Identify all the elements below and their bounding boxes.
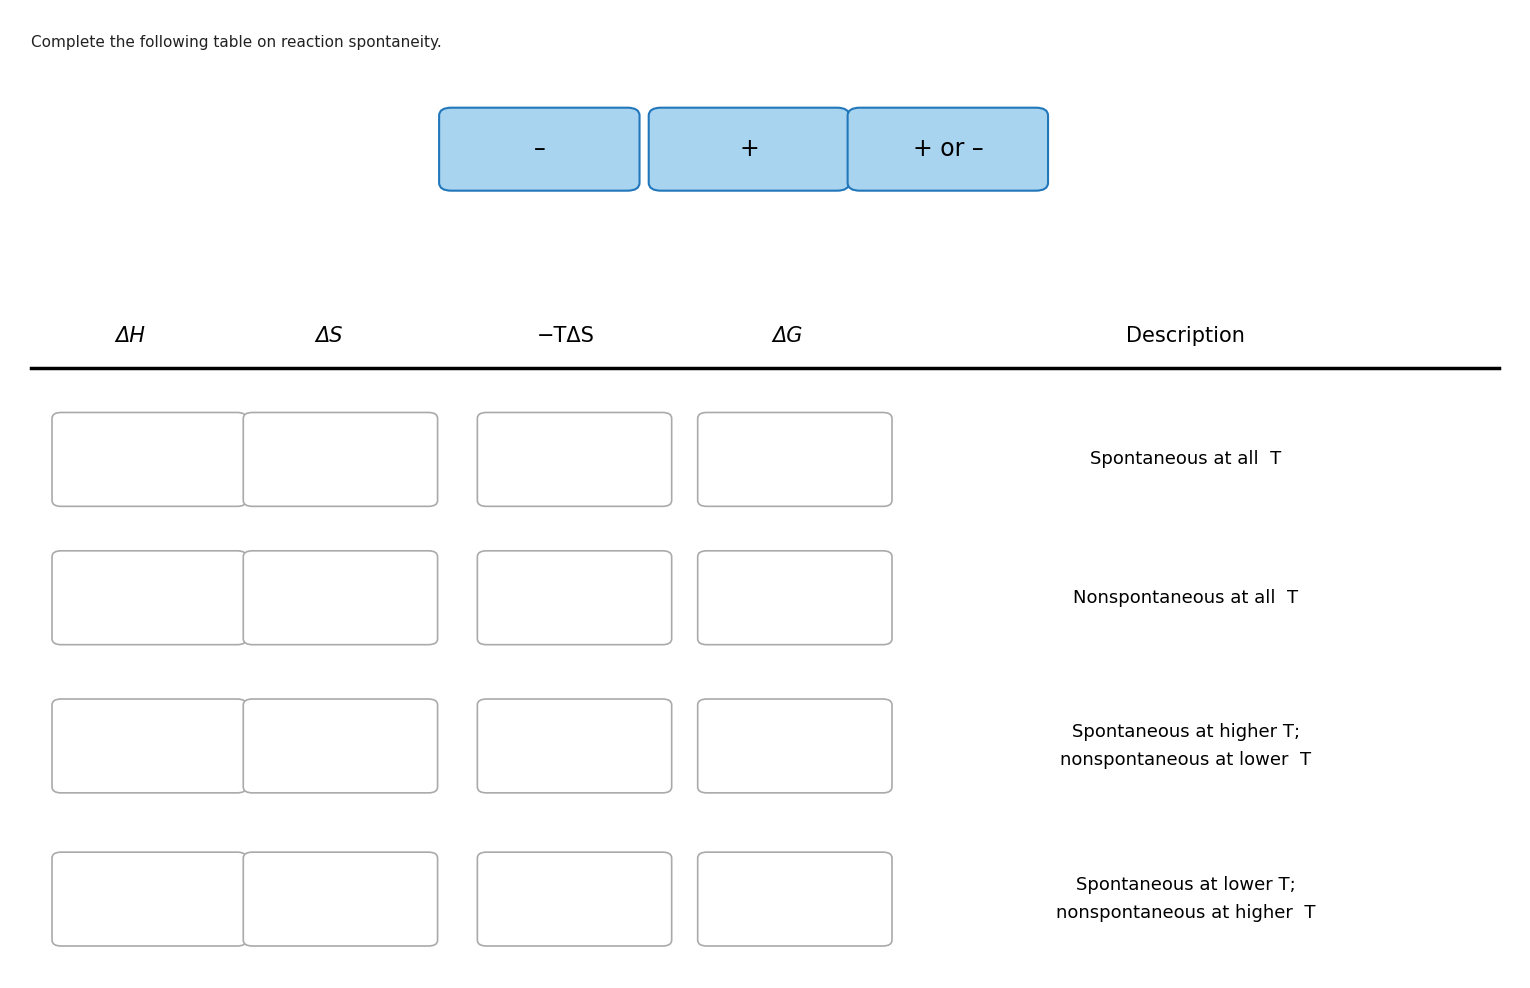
Text: ΔS: ΔS [315, 326, 343, 346]
FancyBboxPatch shape [649, 108, 849, 191]
FancyBboxPatch shape [477, 551, 672, 644]
FancyBboxPatch shape [477, 700, 672, 792]
FancyBboxPatch shape [848, 108, 1048, 191]
Text: Spontaneous at all  T: Spontaneous at all T [1089, 451, 1281, 468]
Text: Nonspontaneous at all  T: Nonspontaneous at all T [1073, 589, 1299, 607]
FancyBboxPatch shape [698, 551, 892, 644]
FancyBboxPatch shape [243, 700, 438, 792]
FancyBboxPatch shape [52, 700, 246, 792]
Text: −TΔS: −TΔS [537, 326, 595, 346]
FancyBboxPatch shape [698, 852, 892, 947]
FancyBboxPatch shape [52, 413, 246, 506]
Text: + or –: + or – [912, 137, 984, 161]
Text: +: + [739, 137, 759, 161]
Text: nonspontaneous at higher  T: nonspontaneous at higher T [1056, 904, 1316, 922]
FancyBboxPatch shape [439, 108, 640, 191]
FancyBboxPatch shape [52, 852, 246, 947]
Text: Spontaneous at higher T;: Spontaneous at higher T; [1071, 723, 1300, 741]
Text: Complete the following table on reaction spontaneity.: Complete the following table on reaction… [31, 35, 441, 49]
FancyBboxPatch shape [698, 700, 892, 792]
FancyBboxPatch shape [698, 413, 892, 506]
FancyBboxPatch shape [243, 551, 438, 644]
FancyBboxPatch shape [477, 852, 672, 947]
Text: –: – [534, 137, 545, 161]
FancyBboxPatch shape [52, 551, 246, 644]
FancyBboxPatch shape [477, 413, 672, 506]
Text: ΔG: ΔG [773, 326, 803, 346]
Text: Spontaneous at lower T;: Spontaneous at lower T; [1076, 876, 1296, 894]
FancyBboxPatch shape [243, 852, 438, 947]
Text: nonspontaneous at lower  T: nonspontaneous at lower T [1060, 751, 1311, 769]
FancyBboxPatch shape [243, 413, 438, 506]
Text: Description: Description [1126, 326, 1245, 346]
Text: ΔH: ΔH [115, 326, 145, 346]
